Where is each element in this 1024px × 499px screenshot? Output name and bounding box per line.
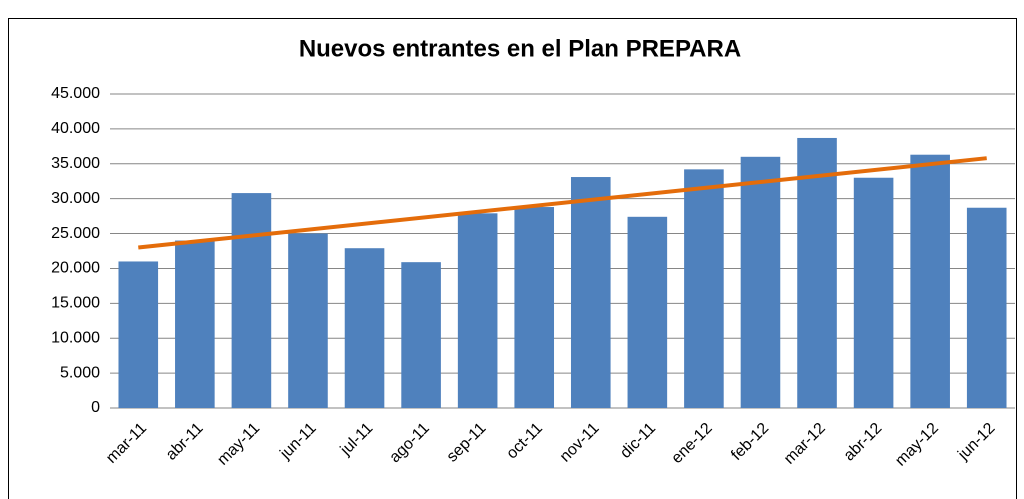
y-tick-label: 30.000 (51, 190, 100, 207)
y-tick-label: 45.000 (51, 85, 100, 102)
bar (740, 156, 781, 408)
bar (118, 261, 159, 408)
bar (457, 213, 498, 408)
bar (910, 154, 950, 408)
y-tick-label: 10.000 (51, 329, 100, 346)
chart-title: Nuevos entrantes en el Plan PREPARA (299, 35, 741, 62)
bar (344, 248, 385, 408)
y-tick-label: 0 (91, 399, 100, 416)
bar (175, 240, 215, 408)
bar (797, 137, 837, 408)
bar (966, 207, 1007, 408)
bar (401, 262, 441, 408)
y-tick-label: 20.000 (51, 260, 100, 277)
bar (514, 207, 555, 408)
y-tick-label: 25.000 (51, 225, 100, 242)
bar (684, 169, 724, 408)
bar (627, 216, 668, 408)
bar (853, 177, 894, 408)
bar (231, 193, 272, 408)
bar (288, 233, 328, 408)
trend-line (138, 156, 987, 250)
y-tick-label: 15.000 (51, 295, 100, 312)
y-tick-label: 35.000 (51, 155, 100, 172)
bar (570, 177, 611, 408)
y-tick-label: 40.000 (51, 120, 100, 137)
y-tick-label: 5.000 (60, 364, 100, 381)
